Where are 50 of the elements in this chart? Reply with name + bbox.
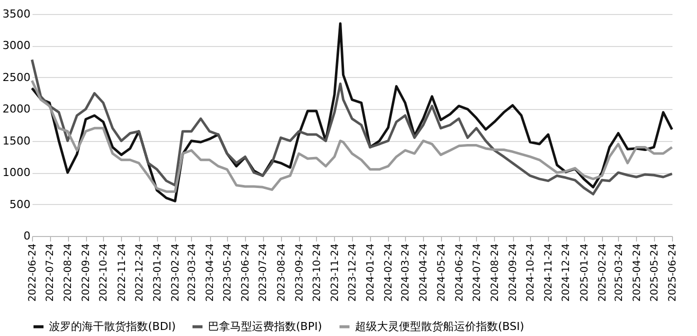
y-tick-label: 1500 [2, 134, 30, 148]
x-tick-label: 2022-11-24 [116, 244, 128, 302]
x-tick-label: 2023-11-24 [330, 244, 341, 302]
x-tick-label: 2023-10-24 [312, 244, 323, 302]
x-tick-label: 2023-12-24 [348, 244, 358, 302]
y-tick-label: 1000 [2, 166, 30, 180]
x-tick-label: 2022-10-24 [98, 244, 110, 302]
x-tick-label: 2024-06-24 [454, 244, 466, 302]
y-tick-label: 3000 [2, 39, 30, 52]
x-tick-label: 2022-06-24 [28, 244, 38, 302]
x-tick-label: 2024-03-24 [400, 244, 412, 302]
legend-label: 巴拿马型运费指数(BPI) [208, 320, 322, 333]
y-tick-label: 3500 [2, 8, 30, 20]
x-tick-label: 2024-08-24 [490, 244, 501, 302]
x-tick-label: 2023-07-24 [258, 244, 270, 302]
x-tick-label: 2023-06-24 [240, 244, 252, 302]
x-tick-label: 2024-12-24 [561, 244, 572, 302]
x-tick-label: 2023-03-24 [186, 244, 198, 302]
legend-label: 波罗的海干散货指数(BDI) [49, 320, 176, 333]
legend-label: 超级大灵便型散货船运价指数(BSI) [355, 320, 524, 333]
y-tick-label: 0 [24, 230, 30, 242]
line-series [30, 79, 674, 193]
x-tick-label: 2024-04-24 [418, 244, 430, 302]
x-tick-label: 2023-04-24 [205, 244, 216, 302]
x-tick-label: 2022-07-24 [45, 244, 56, 302]
x-tick-label: 2023-08-24 [276, 244, 288, 302]
x-tick-label: 2023-01-24 [152, 244, 164, 302]
x-tick-label: 2025-06-24 [668, 244, 678, 302]
x-tick-label: 2024-11-24 [544, 244, 555, 302]
x-tick-label: 2022-08-24 [63, 244, 74, 302]
x-tick-label: 2025-02-24 [597, 244, 608, 302]
x-tick-label: 2023-09-24 [294, 244, 306, 302]
x-tick-label: 2025-01-24 [579, 244, 590, 302]
x-tick-label: 2025-03-24 [614, 244, 625, 302]
x-tick-label: 2023-05-24 [222, 244, 234, 302]
y-tick-label: 500 [10, 198, 30, 211]
x-tick-label: 2024-09-24 [508, 244, 520, 302]
y-tick-label: 2000 [2, 102, 30, 116]
x-tick-label: 2024-10-24 [526, 244, 537, 302]
x-tick-label: 2022-09-24 [81, 244, 92, 302]
y-tick-label: 2500 [2, 70, 30, 84]
x-tick-label: 2024-07-24 [472, 244, 483, 302]
line-series [30, 58, 674, 196]
x-tick-label: 2023-02-24 [170, 244, 182, 302]
x-tick-label: 2025-04-24 [632, 244, 643, 302]
x-tick-label: 2025-05-24 [649, 244, 660, 302]
x-tick-label: 2022-12-24 [134, 244, 146, 302]
x-tick-label: 2024-05-24 [436, 244, 448, 302]
x-tick-label: 2024-01-24 [366, 244, 377, 302]
x-tick-label: 2024-02-24 [384, 244, 395, 302]
